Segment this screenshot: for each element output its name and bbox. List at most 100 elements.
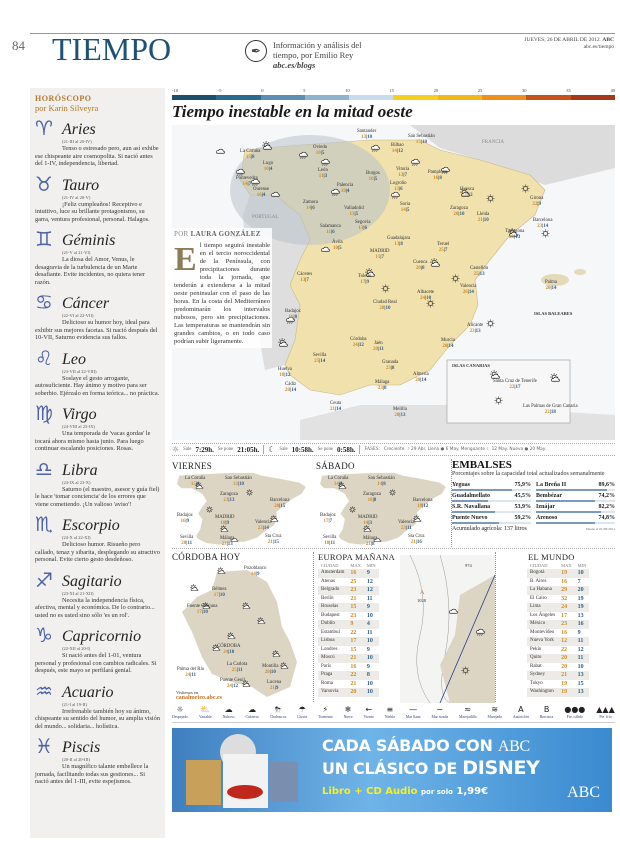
scale-tick: 25: [477, 88, 483, 93]
city-label: Sta Cruz 21|16: [408, 534, 425, 545]
city-name: Ourense: [253, 187, 269, 192]
max-cell: 16: [561, 629, 568, 636]
article-body: l tiempo seguirá inestable en el tercio …: [174, 242, 270, 345]
city-name: San Sebastián: [408, 134, 435, 139]
city-label: Valencia 23|11: [398, 520, 415, 531]
scale-segment: [482, 95, 527, 100]
city-temps: 22|12: [461, 192, 473, 198]
min-temp: 4: [262, 192, 266, 198]
partly-cloudy-icon: [242, 680, 251, 688]
zodiac-tauro-icon: ♉: [35, 171, 53, 196]
max-temp: 18: [367, 497, 373, 503]
city-label: Barcelona 23|14: [533, 218, 552, 229]
page-number: 84: [12, 38, 25, 53]
ad-line-3: Libro + CD Audio por solo 1,99€: [322, 786, 488, 797]
legend-item: ●●● Fte. cálido: [564, 705, 585, 722]
table-row: Quito 20 11: [527, 654, 590, 663]
min-temp: 15: [273, 539, 279, 545]
mar-llana-icon: —: [409, 705, 418, 714]
table-row: Belgrado 23 12: [318, 586, 379, 595]
moonrise-time: 10:58h.: [291, 445, 314, 454]
borrasca-icon: B: [543, 705, 550, 714]
visit-box[interactable]: Visítenos en canalmeteo.abc.es: [174, 689, 224, 703]
max-cell: 19: [558, 569, 575, 578]
city-label: Valladolid 13|5: [344, 206, 364, 217]
city-name: Málaga: [375, 380, 390, 385]
sign-dates: (21-III al 20-IV): [62, 139, 92, 144]
table-row: Montevideo 16 9: [527, 629, 589, 638]
scale-tick: 35: [566, 88, 571, 93]
blog-link[interactable]: abc.es/blogs: [273, 60, 316, 70]
sign-dates: (24-X al 22-XI): [62, 535, 91, 540]
lluvia-icon: ☂: [298, 705, 306, 714]
sign-dates: (20-II al 20-III): [62, 757, 90, 762]
blog-promo[interactable]: ✒ Información y análisis del tiempo, por …: [245, 40, 362, 70]
embalses-subtitle: Porcentajes sobre la capacidad total act…: [452, 471, 605, 477]
city-cell: Praga: [318, 671, 348, 680]
table-row: Dublín 9 4: [318, 620, 379, 629]
sun-icon: [389, 489, 396, 496]
sign-name: Leo: [62, 350, 86, 368]
min-temp: 10: [385, 305, 391, 311]
table-row: La Habana 29 20: [527, 586, 590, 595]
sign-text: Irrefrenable también hoy su ánimo, chisp…: [35, 707, 160, 730]
sign-text: Tenso o estresado pero, aun así exhibe e…: [35, 145, 159, 167]
min-temp: 8: [400, 241, 403, 247]
table-row: Roma 21 10: [318, 680, 379, 689]
min-temp: 10: [426, 295, 432, 301]
reservoir-item: Arenoso 74,8%: [536, 513, 615, 524]
sunrise-time: 7:29h.: [195, 445, 214, 454]
horoscope-sign: ♏ Escorpio (24-X al 22-XI) Delicioso humor.…: [35, 513, 160, 564]
sunset-time: 21:05h.: [237, 445, 260, 454]
max-temp: 20: [394, 412, 400, 418]
visit-url[interactable]: canalmeteo.abc.es: [176, 695, 222, 701]
horoscope-sign: ♑ Capricornio (22-XII al 20-I) Si nació ant…: [35, 624, 160, 675]
max-temp: 10: [263, 166, 269, 172]
reservoir-name: Iznájar: [536, 503, 555, 510]
max-temp: 22: [544, 409, 550, 415]
city-temps: 13|10: [232, 481, 244, 487]
reservoir-row: Arenoso 74,8%: [536, 515, 615, 521]
max-temp: 17: [213, 592, 219, 598]
horoscope-sign: ♊ Géminis (21-V al 21-VI) La diosa del Amor…: [35, 228, 160, 286]
max-cell: 20: [561, 663, 568, 670]
min-temp: 5: [321, 150, 325, 156]
reservoir-bar: [536, 521, 615, 524]
city-temps: 14|9: [250, 571, 260, 577]
sunset-label: Se pone: [217, 447, 234, 452]
max-temp: 21: [365, 541, 371, 547]
byline: POR LAURA GONZÁLEZ: [174, 230, 270, 238]
rain-icon: [390, 191, 401, 199]
min-temp: 9: [366, 279, 369, 285]
city-temps: 13|6: [358, 225, 368, 231]
city-label: CÓRDOBA 24|10: [217, 644, 240, 655]
table-header: CIUDAD MAX MIN: [318, 563, 379, 569]
reservoir-bar-fill: [452, 488, 512, 491]
max-temp: 14: [363, 520, 369, 526]
max-temp: 20: [274, 503, 280, 509]
acumulado-since: Desde el 01/09/2011: [586, 526, 615, 531]
min-temp: 4: [269, 166, 273, 172]
city-temps: 20|14: [285, 387, 297, 393]
city-temps: 10|4: [263, 166, 273, 172]
scale-segment: [526, 95, 571, 100]
max-temp: 17: [196, 609, 202, 615]
rain-icon: [410, 158, 421, 166]
sign-header: ♒ Acuario: [35, 680, 160, 702]
partly-cloudy-icon: [190, 584, 199, 592]
min-temp: 10: [238, 481, 244, 487]
pressure-value: 1028: [417, 598, 426, 603]
city-name: Palma: [545, 280, 557, 285]
city-temps: 18|9: [220, 520, 230, 526]
min-temp: 10: [367, 134, 373, 140]
scale-tick: 40: [610, 88, 615, 93]
max-temp: 18: [417, 503, 423, 509]
site-link[interactable]: abc.es/tiempo: [583, 44, 614, 50]
europe-map-shape: [409, 555, 495, 703]
disney-ad-banner[interactable]: CADA SÁBADO CON ABC UN CLÁSICO DE DISNEY…: [172, 728, 612, 812]
rain-icon: [370, 144, 381, 152]
max-temp: 14: [250, 571, 256, 577]
reservoir-item: Iznájar 82,2%: [536, 502, 615, 513]
max-temp: 21: [330, 406, 336, 412]
